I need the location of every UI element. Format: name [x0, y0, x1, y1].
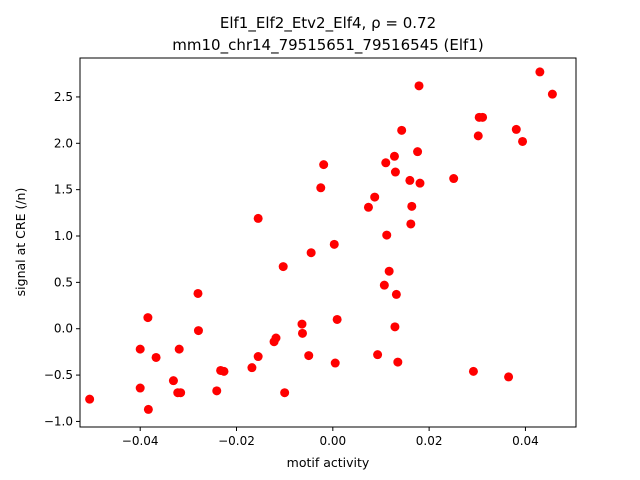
y-tick-label: 0.5: [54, 275, 73, 289]
data-point: [253, 352, 263, 362]
data-point: [389, 151, 399, 161]
data-point: [174, 344, 184, 354]
data-point: [406, 219, 416, 229]
data-point: [176, 388, 186, 398]
plot-frame: [79, 57, 577, 428]
data-point: [332, 314, 342, 324]
y-tick-label: −1.0: [44, 414, 73, 428]
data-point: [384, 266, 394, 276]
data-point: [363, 202, 373, 212]
data-point: [381, 158, 391, 168]
data-point: [478, 112, 488, 122]
data-point: [390, 167, 400, 177]
data-point: [373, 350, 383, 360]
data-point: [413, 147, 423, 157]
data-point: [511, 124, 521, 134]
data-point: [135, 383, 145, 393]
data-point: [247, 363, 257, 373]
x-tick-label: −0.02: [218, 434, 255, 448]
data-point: [280, 388, 290, 398]
x-tick-label: 0.00: [319, 434, 346, 448]
data-point: [271, 333, 281, 343]
data-point: [297, 328, 307, 338]
data-point: [518, 136, 528, 146]
data-point: [193, 326, 203, 336]
data-point: [414, 81, 424, 91]
x-tick-label: 0.02: [416, 434, 443, 448]
data-point: [85, 394, 95, 404]
data-point: [382, 230, 392, 240]
y-axis-ticks: −1.0 −0.5 0.0 0.5 1.0 1.5 2.0 2.5: [44, 90, 80, 428]
data-point: [143, 404, 153, 414]
data-point: [391, 289, 401, 299]
y-tick-label: −0.5: [44, 368, 73, 382]
data-point: [405, 175, 415, 185]
data-point: [316, 183, 326, 193]
y-tick-label: 2.0: [54, 136, 73, 150]
y-axis-label: signal at CRE (/n): [13, 188, 28, 297]
x-axis-ticks: −0.04 −0.02 0.00 0.02 0.04: [122, 427, 539, 448]
data-point: [319, 160, 329, 170]
data-points: [85, 67, 557, 414]
chart-title-line1: Elf1_Elf2_Etv2_Elf4, ρ = 0.72: [220, 14, 436, 33]
data-point: [135, 344, 145, 354]
y-tick-label: 1.0: [54, 229, 73, 243]
data-point: [304, 351, 314, 361]
data-point: [415, 178, 425, 188]
data-point: [473, 131, 483, 141]
data-point: [397, 125, 407, 135]
data-point: [168, 376, 178, 386]
data-point: [278, 262, 288, 272]
y-tick-label: 1.5: [54, 183, 73, 197]
data-point: [535, 67, 545, 77]
data-point: [504, 372, 514, 382]
data-point: [143, 313, 153, 323]
data-point: [547, 89, 557, 99]
data-point: [193, 288, 203, 298]
data-point: [379, 280, 389, 290]
y-tick-label: 0.0: [54, 322, 73, 336]
data-point: [151, 352, 161, 362]
data-point: [212, 386, 222, 396]
data-point: [370, 192, 380, 202]
data-point: [330, 358, 340, 368]
data-point: [219, 366, 229, 376]
data-point: [407, 201, 417, 211]
data-point: [390, 322, 400, 332]
data-point: [449, 174, 459, 184]
data-point: [253, 213, 263, 223]
data-point: [306, 248, 316, 258]
data-point: [297, 319, 307, 329]
y-tick-label: 2.5: [54, 90, 73, 104]
data-point: [329, 239, 339, 249]
x-axis-label: motif activity: [287, 455, 370, 470]
data-point: [468, 366, 478, 376]
x-tick-label: −0.04: [122, 434, 159, 448]
data-point: [393, 357, 403, 367]
x-tick-label: 0.04: [512, 434, 539, 448]
chart-title-line2: mm10_chr14_79515651_79516545 (Elf1): [172, 36, 483, 55]
